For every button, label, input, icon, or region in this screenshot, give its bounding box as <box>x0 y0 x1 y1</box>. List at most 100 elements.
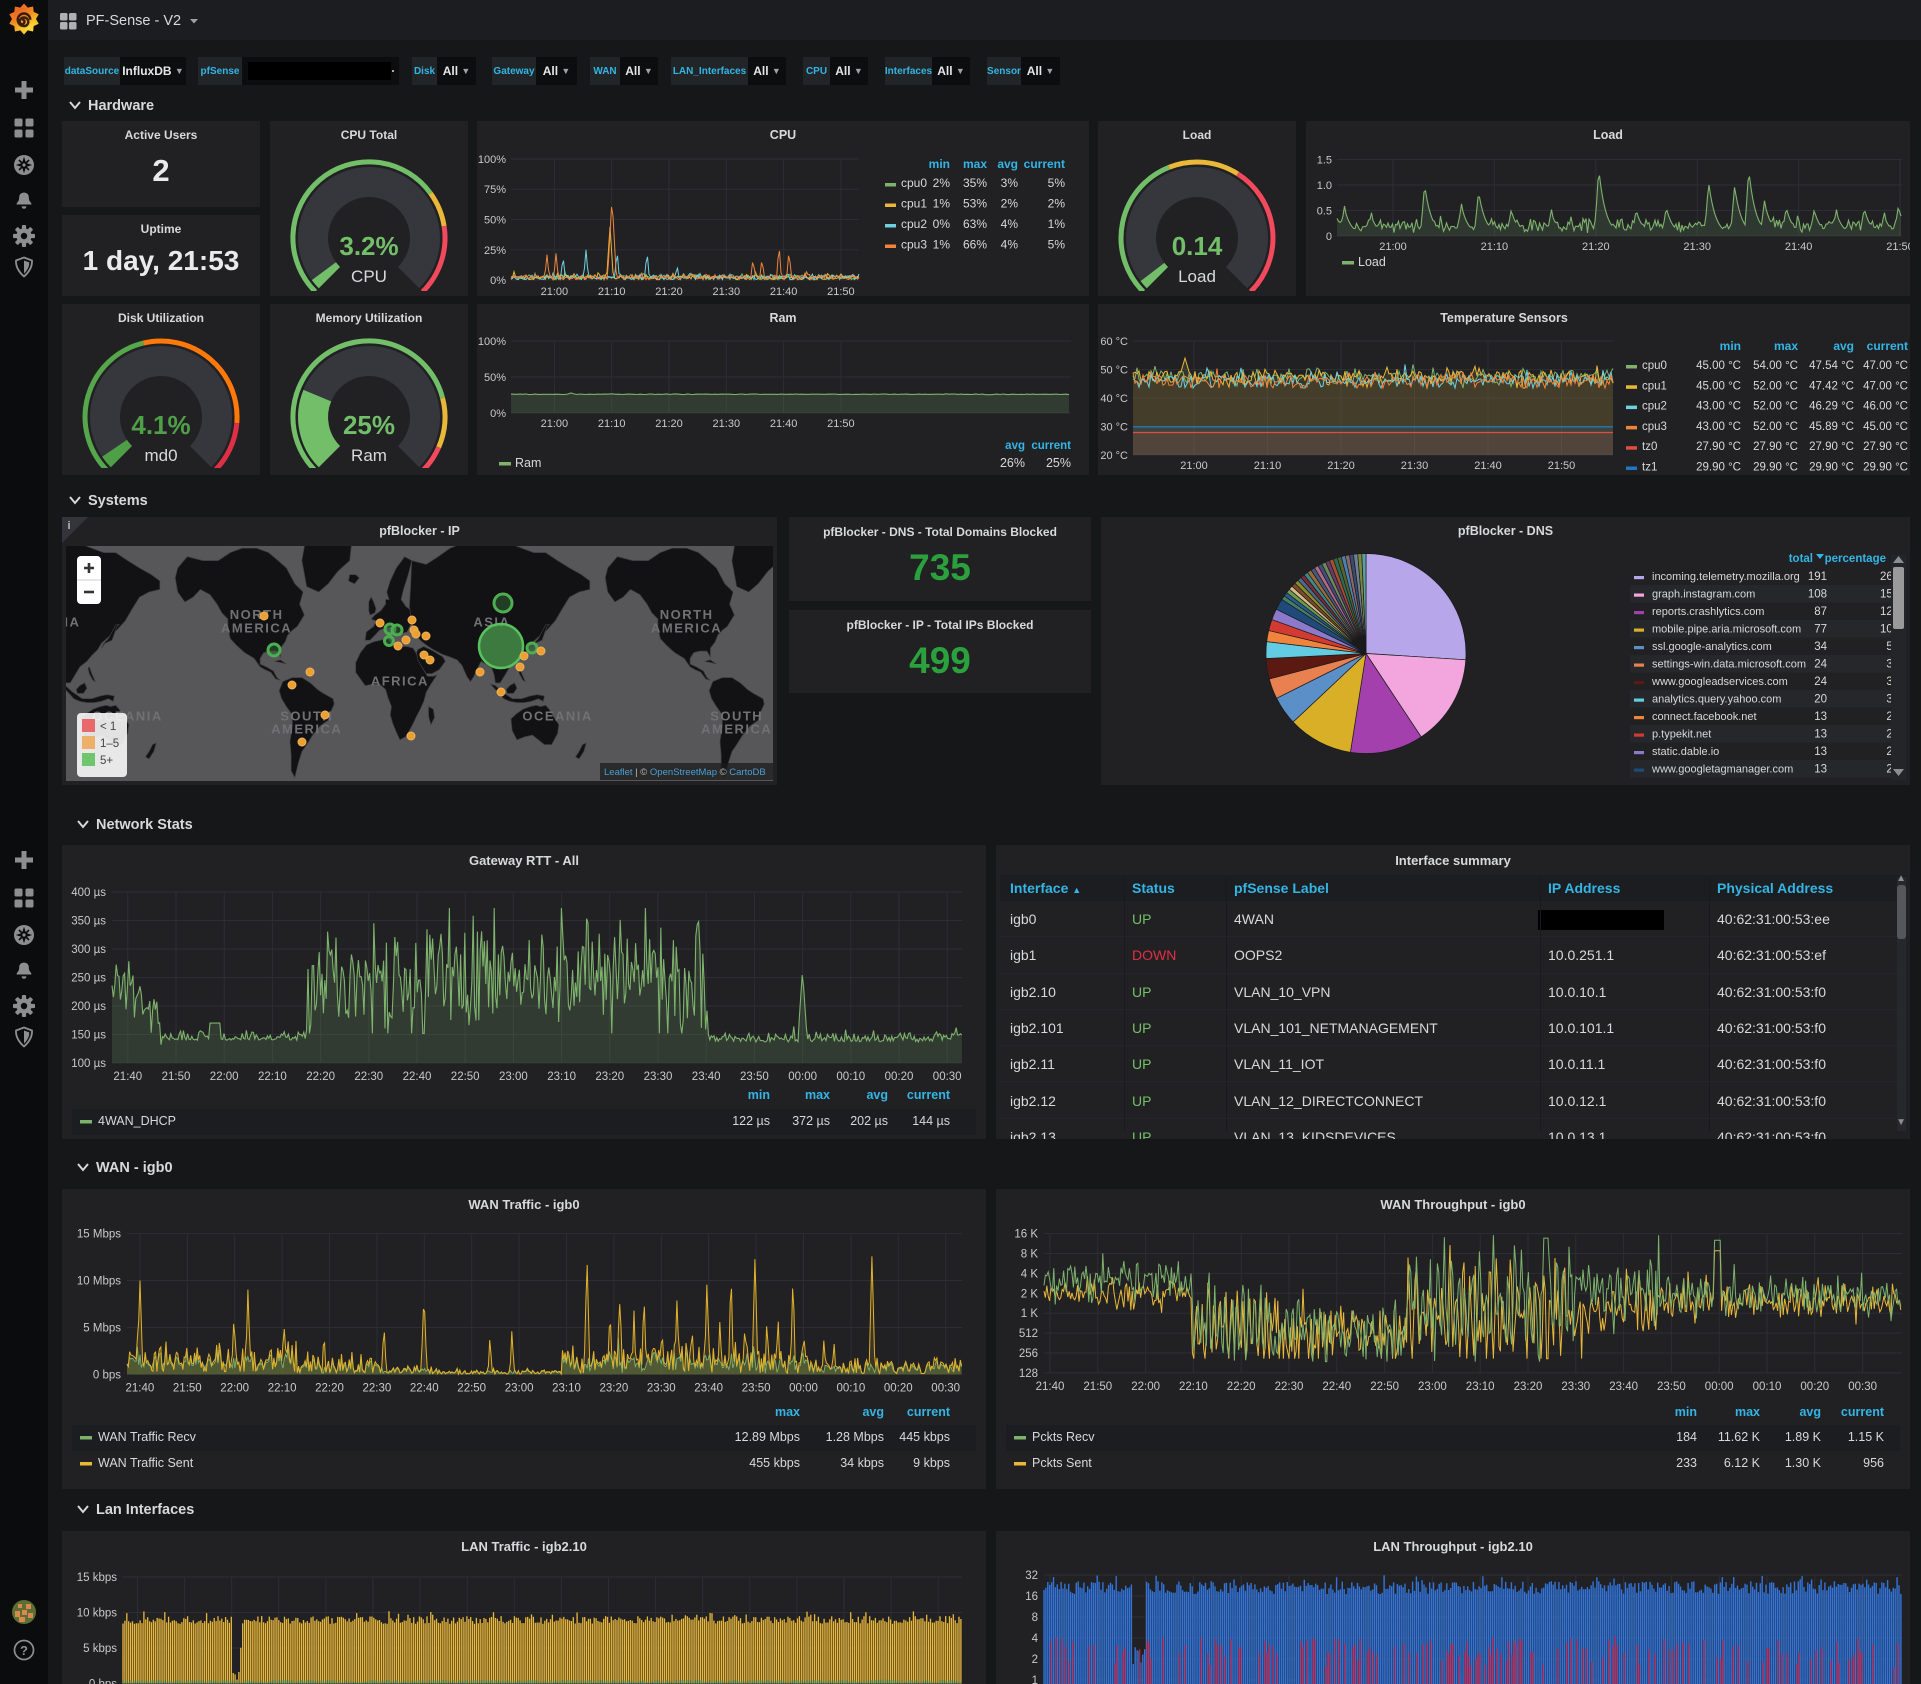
svg-text:22:00: 22:00 <box>220 1382 249 1394</box>
svg-text:2%: 2% <box>933 176 951 190</box>
svg-text:?: ? <box>20 1643 28 1658</box>
svg-text:< 1: < 1 <box>100 721 116 733</box>
svg-text:WAN - igb0: WAN - igb0 <box>96 1160 173 1176</box>
svg-text:avg: avg <box>866 1088 888 1102</box>
svg-text:4.1%: 4.1% <box>131 410 190 440</box>
svg-text:current: current <box>1031 440 1071 452</box>
svg-text:22:10: 22:10 <box>1179 1381 1208 1393</box>
svg-text:144 µs: 144 µs <box>912 1114 950 1128</box>
svg-text:23:50: 23:50 <box>740 1071 769 1083</box>
svg-text:4WAN_DHCP: 4WAN_DHCP <box>98 1114 176 1128</box>
svg-text:pfBlocker - IP: pfBlocker - IP <box>379 524 460 538</box>
svg-text:29.90 °C: 29.90 °C <box>1696 462 1741 474</box>
svg-text:23:30: 23:30 <box>647 1382 676 1394</box>
svg-text:108: 108 <box>1808 589 1827 601</box>
svg-text:00:20: 00:20 <box>885 1071 914 1083</box>
svg-text:22:00: 22:00 <box>1131 1381 1160 1393</box>
svg-text:1.89 K: 1.89 K <box>1785 1430 1822 1444</box>
svg-text:43.00 °C: 43.00 °C <box>1696 401 1741 413</box>
svg-text:connect.facebook.net: connect.facebook.net <box>1652 711 1757 723</box>
svg-text:23:10: 23:10 <box>547 1071 576 1083</box>
svg-text:current: current <box>1841 1405 1885 1419</box>
svg-text:29.90 °C: 29.90 °C <box>1809 462 1854 474</box>
svg-text:21:30: 21:30 <box>713 418 741 430</box>
svg-text:1: 1 <box>1032 1675 1038 1684</box>
svg-text:NORTH: NORTH <box>660 607 714 622</box>
svg-text:Load: Load <box>1358 255 1386 269</box>
svg-text:350 µs: 350 µs <box>71 916 106 928</box>
svg-text:16: 16 <box>1025 1591 1038 1603</box>
svg-text:cpu0: cpu0 <box>901 176 927 190</box>
svg-text:pfBlocker - DNS: pfBlocker - DNS <box>1458 524 1553 538</box>
svg-text:20 °C: 20 °C <box>1100 450 1128 462</box>
svg-text:21:30: 21:30 <box>1683 241 1711 253</box>
svg-text:Systems: Systems <box>88 493 148 509</box>
svg-text:21:50: 21:50 <box>827 418 855 430</box>
svg-text:00:30: 00:30 <box>1848 1381 1877 1393</box>
svg-text:00:00: 00:00 <box>789 1382 818 1394</box>
svg-text:22:50: 22:50 <box>451 1071 480 1083</box>
svg-text:35%: 35% <box>963 176 987 190</box>
svg-text:24: 24 <box>1814 659 1827 671</box>
svg-text:34: 34 <box>1814 641 1827 653</box>
svg-text:47.42 °C: 47.42 °C <box>1809 380 1854 392</box>
svg-text:45.00 °C: 45.00 °C <box>1696 360 1741 372</box>
svg-text:1.28 Mbps: 1.28 Mbps <box>826 1430 884 1444</box>
svg-text:Network Stats: Network Stats <box>96 817 193 833</box>
svg-text:AMERICA: AMERICA <box>221 621 292 636</box>
svg-text:21:20: 21:20 <box>1582 241 1610 253</box>
svg-text:1 K: 1 K <box>1021 1308 1039 1320</box>
svg-text:21:50: 21:50 <box>1886 241 1910 253</box>
svg-text:AFRICA: AFRICA <box>371 674 429 689</box>
svg-text:6.12 K: 6.12 K <box>1724 1456 1761 1470</box>
svg-text:21:20: 21:20 <box>1327 460 1355 472</box>
svg-text:WAN Traffic Sent: WAN Traffic Sent <box>98 1456 194 1470</box>
svg-text:22:30: 22:30 <box>363 1382 392 1394</box>
svg-text:1.0: 1.0 <box>1317 180 1332 192</box>
svg-text:87: 87 <box>1814 606 1827 618</box>
svg-text:1–5: 1–5 <box>100 738 119 750</box>
svg-text:10 Mbps: 10 Mbps <box>77 1276 121 1288</box>
svg-text:23:50: 23:50 <box>742 1382 771 1394</box>
svg-text:23:40: 23:40 <box>692 1071 721 1083</box>
svg-text:cpu3: cpu3 <box>1642 421 1667 433</box>
svg-text:60 °C: 60 °C <box>1100 336 1128 348</box>
svg-text:00:00: 00:00 <box>788 1071 817 1083</box>
svg-text:Ram: Ram <box>769 311 796 325</box>
svg-text:23:30: 23:30 <box>644 1071 673 1083</box>
svg-text:max: max <box>1774 339 1798 353</box>
svg-text:21:00: 21:00 <box>541 418 569 430</box>
svg-text:122 µs: 122 µs <box>732 1114 770 1128</box>
svg-text:202 µs: 202 µs <box>850 1114 888 1128</box>
svg-text:current: current <box>1867 339 1908 353</box>
svg-text:Ram: Ram <box>515 456 541 470</box>
svg-text:15 kbps: 15 kbps <box>77 1572 118 1584</box>
svg-text:29.90 °C: 29.90 °C <box>1863 462 1908 474</box>
svg-text:23:50: 23:50 <box>1657 1381 1686 1393</box>
svg-text:Pckts Recv: Pckts Recv <box>1032 1430 1095 1444</box>
svg-text:21:40: 21:40 <box>770 418 798 430</box>
svg-text:21:30: 21:30 <box>1401 460 1429 472</box>
svg-text:8: 8 <box>1032 1612 1038 1624</box>
svg-text:www.googleadservices.com: www.googleadservices.com <box>1651 676 1788 688</box>
svg-text:100%: 100% <box>478 336 506 348</box>
svg-text:PF-Sense - V2: PF-Sense - V2 <box>86 13 181 29</box>
svg-text:45.00 °C: 45.00 °C <box>1863 421 1908 433</box>
svg-text:AMERICA: AMERICA <box>701 722 772 737</box>
svg-text:372 µs: 372 µs <box>792 1114 830 1128</box>
svg-text:63%: 63% <box>963 217 987 231</box>
svg-text:21:50: 21:50 <box>1548 460 1576 472</box>
svg-text:100%: 100% <box>478 154 506 166</box>
svg-text:250 µs: 250 µs <box>71 973 106 985</box>
svg-text:4: 4 <box>1032 1633 1039 1645</box>
svg-text:min: min <box>929 157 950 171</box>
svg-text:Ram: Ram <box>351 446 387 465</box>
svg-text:21:50: 21:50 <box>162 1071 191 1083</box>
svg-text:1.30 K: 1.30 K <box>1785 1456 1822 1470</box>
svg-text:incoming.telemetry.mozilla.org: incoming.telemetry.mozilla.org <box>1652 571 1800 583</box>
svg-text:AMERICA: AMERICA <box>651 621 722 636</box>
svg-text:52.00 °C: 52.00 °C <box>1753 421 1798 433</box>
svg-text:21:20: 21:20 <box>655 286 683 296</box>
svg-text:23:10: 23:10 <box>552 1382 581 1394</box>
svg-text:reports.crashlytics.com: reports.crashlytics.com <box>1652 606 1764 618</box>
